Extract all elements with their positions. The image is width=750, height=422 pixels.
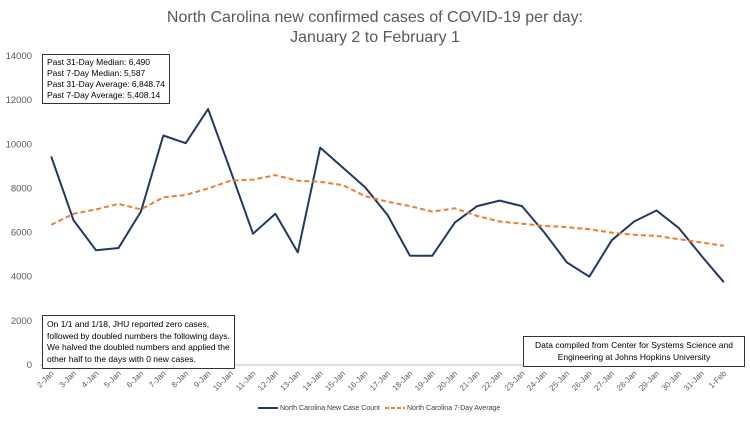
x-tick-label: 22-Jan xyxy=(480,369,504,393)
x-tick-label: 18-Jan xyxy=(391,369,415,393)
stat-7-day-average: Past 7-Day Average: 5,408.14 xyxy=(47,90,161,100)
legend-swatch-new-case xyxy=(258,407,278,410)
x-tick-label: 9-Jan xyxy=(192,369,213,390)
x-tick-label: 13-Jan xyxy=(279,369,303,393)
x-tick-label: 12-Jan xyxy=(256,369,280,393)
series-line-7-day-average xyxy=(50,174,724,247)
x-tick-label: 19-Jan xyxy=(413,369,437,393)
y-tick-label: 12000 xyxy=(6,95,32,106)
note-line-3: We halved the doubled numbers and applie… xyxy=(47,342,230,352)
x-tick-label: 10-Jan xyxy=(211,369,235,393)
y-tick-label: 4000 xyxy=(11,272,32,283)
y-tick-label: 2000 xyxy=(11,316,32,327)
x-tick-label: 15-Jan xyxy=(323,369,347,393)
note-line-2: followed by doubled numbers the followin… xyxy=(47,330,230,341)
source-line-2: Engineering at Johns Hopkins University xyxy=(557,351,711,362)
x-tick-label: 7-Jan xyxy=(147,369,168,390)
x-tick-label: 30-Jan xyxy=(660,369,684,393)
x-tick-label: 1-Feb xyxy=(707,369,729,391)
x-tick-label: 24-Jan xyxy=(525,369,549,393)
x-tick-label: 14-Jan xyxy=(301,369,325,393)
x-tick-label: 8-Jan xyxy=(170,369,191,390)
legend-swatch-7-day-average xyxy=(385,407,405,410)
source-line-1: Data compiled from Center for Systems Sc… xyxy=(535,340,733,350)
x-tick-label: 17-Jan xyxy=(368,369,392,393)
y-tick-label: 6000 xyxy=(11,228,32,239)
x-tick-label: 21-Jan xyxy=(458,369,482,393)
stat-7-day-median: Past 7-Day Median: 5,587 xyxy=(47,68,146,78)
x-tick-label: 29-Jan xyxy=(637,369,661,393)
stats-box: Past 31-Day Median: 6,490 Past 7-Day Med… xyxy=(42,54,170,104)
x-tick-label: 6-Jan xyxy=(125,369,146,390)
stat-31-day-median: Past 31-Day Median: 6,490 xyxy=(47,57,151,67)
x-tick-label: 27-Jan xyxy=(592,369,616,393)
y-tick-label: 8000 xyxy=(11,183,32,194)
note-line-4: other half to the days with 0 new cases. xyxy=(47,353,196,364)
x-tick-label: 3-Jan xyxy=(58,369,79,390)
x-tick-label: 2-Jan xyxy=(35,369,56,390)
note-line-1: On 1/1 and 1/18, JHU reported zero cases… xyxy=(47,319,210,329)
x-tick-label: 28-Jan xyxy=(615,369,639,393)
x-tick-label: 25-Jan xyxy=(548,369,572,393)
y-tick-label: 0 xyxy=(27,360,32,371)
series-line-new-case-count xyxy=(50,108,725,283)
x-tick-label: 26-Jan xyxy=(570,369,594,393)
x-tick-label: 4-Jan xyxy=(80,369,101,390)
note-box: On 1/1 and 1/18, JHU reported zero cases… xyxy=(42,315,235,369)
chart-subtitle: January 2 to February 1 xyxy=(290,29,460,46)
x-tick-label: 31-Jan xyxy=(682,369,706,393)
x-tick-label: 5-Jan xyxy=(102,369,123,390)
x-tick-label: 16-Jan xyxy=(346,369,370,393)
x-tick-label: 20-Jan xyxy=(436,369,460,393)
y-tick-label: 10000 xyxy=(6,139,32,150)
legend-7-day-average: North Carolina 7-Day Average xyxy=(385,405,500,412)
y-tick-label: 14000 xyxy=(6,51,32,62)
legend-label-7-day-average: North Carolina 7-Day Average xyxy=(406,405,501,412)
stat-31-day-average: Past 31-Day Average: 6,848.74 xyxy=(47,79,165,89)
source-box: Data compiled from Center for Systems Sc… xyxy=(523,336,745,367)
chart-title: North Carolina new confirmed cases of CO… xyxy=(166,9,584,26)
legend-new-case: North Carolina New Case Count xyxy=(258,405,380,412)
x-tick-label: 11-Jan xyxy=(234,369,257,392)
x-tick-label: 23-Jan xyxy=(503,369,527,393)
legend-label-new-case: North Carolina New Case Count xyxy=(279,405,380,412)
